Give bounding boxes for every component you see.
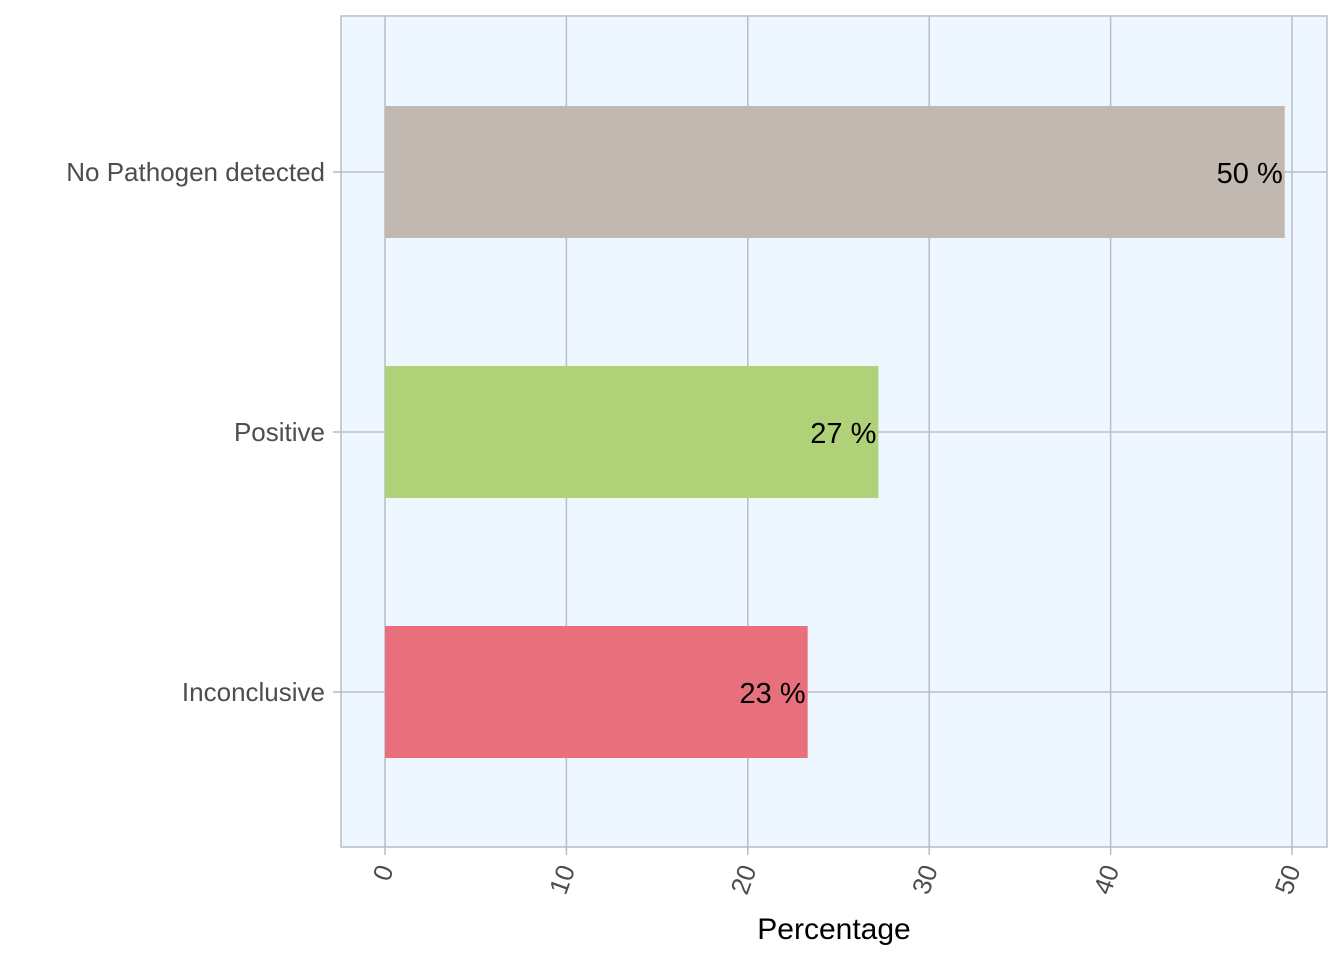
y-category-label: Positive [234,417,325,447]
x-tick-label: 50 [1269,861,1307,898]
bar [385,106,1285,238]
bar-value-label: 50 % [1217,158,1283,190]
y-category-label: Inconclusive [182,677,325,707]
bar [385,366,879,498]
bar [385,626,808,758]
bars [385,106,1285,758]
bar-value-label: 27 % [810,418,876,450]
x-axis-title: Percentage [757,913,910,946]
bar-value-label: 23 % [740,678,806,710]
x-tick-label: 30 [906,861,944,898]
x-axis-ticks: 0 10 20 30 40 50 [366,847,1307,898]
x-tick-label: 40 [1087,861,1125,898]
x-tick-label: 20 [724,861,762,898]
y-category-label: No Pathogen detected [66,157,325,187]
x-tick-label: 10 [543,861,581,898]
y-axis-categories: No Pathogen detected Positive Inconclusive [66,157,341,707]
data-labels: 50 % 27 % 23 % [740,158,1283,710]
x-tick-label: 0 [366,861,399,885]
